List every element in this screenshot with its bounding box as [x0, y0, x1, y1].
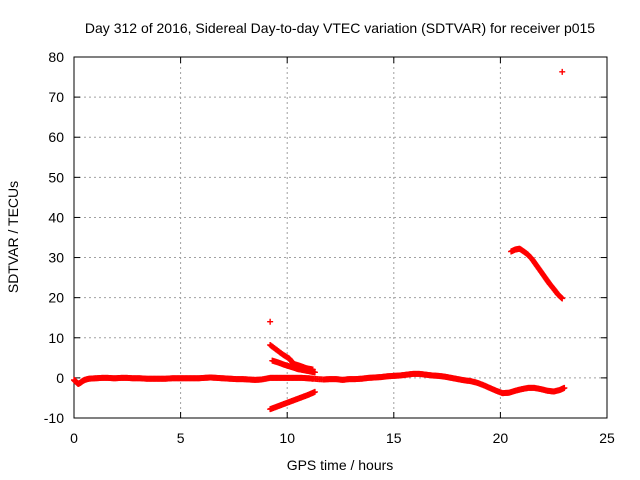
- series-middle_branch: [269, 357, 318, 376]
- tick-labels: 0 5 10 15 20 25 -10 0 10 20 30 40 50 60 70 80: [44, 49, 615, 446]
- data-point: [560, 385, 567, 392]
- x-axis-label: GPS time / hours: [287, 457, 394, 473]
- x-tick-label: 0: [70, 430, 78, 446]
- y-tick-label: 50: [48, 169, 64, 185]
- y-tick-label: 70: [48, 89, 64, 105]
- axis-ticks: [73, 56, 608, 419]
- chart-title: Day 312 of 2016, Sidereal Day-to-day VTE…: [85, 20, 595, 36]
- y-tick-label: 10: [48, 330, 64, 346]
- data-point: [559, 68, 566, 75]
- data-point: [558, 294, 565, 301]
- x-tick-label: 15: [386, 430, 402, 446]
- grid: [74, 57, 607, 418]
- series-lower_branch: [267, 388, 318, 413]
- x-tick-label: 5: [177, 430, 185, 446]
- data-point: [267, 318, 274, 325]
- y-tick-label: 30: [48, 250, 64, 266]
- y-tick-label: -10: [44, 410, 64, 426]
- y-tick-label: 0: [56, 370, 64, 386]
- data-point: [311, 389, 318, 396]
- y-tick-label: 60: [48, 129, 64, 145]
- series-late_high_branch: [508, 245, 566, 302]
- y-tick-label: 20: [48, 290, 64, 306]
- data-point: [311, 369, 318, 376]
- y-tick-label: 40: [48, 209, 64, 225]
- x-tick-label: 10: [279, 430, 295, 446]
- plot-frame: [73, 56, 608, 419]
- series-outliers: [267, 68, 566, 325]
- data-points: [71, 68, 568, 413]
- x-tick-label: 25: [599, 430, 615, 446]
- y-axis-label: SDTVAR / TECUs: [5, 181, 21, 293]
- x-tick-label: 20: [493, 430, 509, 446]
- y-tick-label: 80: [48, 49, 64, 65]
- series-main_near_zero: [71, 370, 568, 397]
